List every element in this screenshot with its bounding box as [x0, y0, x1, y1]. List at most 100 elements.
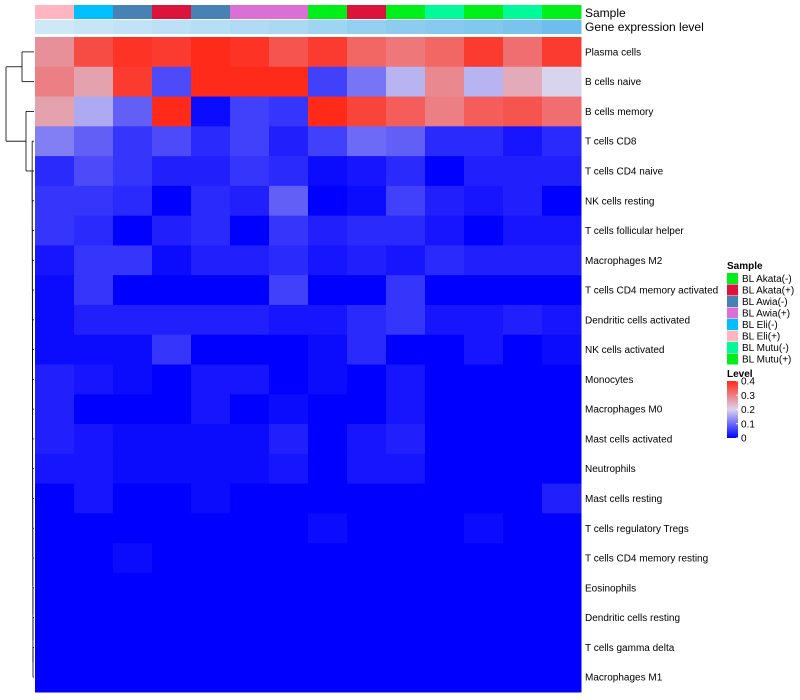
heatmap-cell: [152, 424, 192, 455]
heatmap-cell: [425, 632, 465, 663]
heatmap-cell: [425, 215, 465, 246]
heatmap-cell: [308, 185, 348, 217]
row-label: Macrophages M2: [585, 256, 663, 267]
heatmap-cell: [308, 37, 348, 68]
heatmap-cell: [230, 185, 270, 217]
heatmap-cell: [308, 632, 348, 663]
row-label: B cells memory: [585, 107, 653, 118]
heatmap-cell: [347, 185, 387, 217]
heatmap-cell: [542, 275, 582, 306]
heatmap-cell: [230, 156, 270, 187]
heatmap-cell: [542, 602, 582, 633]
heatmap-cell: [152, 543, 192, 574]
heatmap-cell: [542, 96, 582, 127]
heatmap-cell: [347, 215, 387, 246]
heatmap-cell: [269, 572, 309, 604]
heatmap-cell: [74, 96, 114, 127]
row-label: T cells CD4 memory activated: [585, 286, 718, 297]
heatmap-cell: [35, 156, 75, 187]
heatmap-cell: [230, 424, 270, 455]
heatmap-cell: [35, 185, 75, 217]
heatmap-cell: [230, 96, 270, 127]
sample-annotation-cell: [191, 5, 231, 19]
heatmap-cell: [542, 662, 582, 693]
heatmap-cell: [191, 156, 231, 187]
heatmap-cell: [542, 126, 582, 157]
heatmap-cell: [191, 185, 231, 217]
sample-legend-title: Sample: [727, 261, 763, 272]
heatmap-cell: [308, 275, 348, 306]
heatmap-cell: [152, 245, 192, 276]
heatmap-cell: [386, 632, 426, 663]
sample-legend-label: BL Akata(-): [742, 274, 792, 285]
heatmap-cell: [425, 572, 465, 604]
sample-annotation-cell: [425, 5, 465, 19]
heatmap-cell: [386, 334, 426, 365]
sample-legend-label: BL Awia(-): [742, 297, 788, 308]
heatmap-cell: [191, 304, 231, 336]
heatmap-cell: [386, 37, 426, 68]
row-label: Plasma cells: [585, 47, 641, 58]
heatmap-cell: [230, 394, 270, 425]
heatmap-cell: [191, 424, 231, 455]
heatmap-cell: [191, 394, 231, 425]
heatmap-cell: [503, 572, 543, 604]
heatmap-cell: [35, 304, 75, 336]
sample-legend-swatch: [727, 319, 738, 330]
heatmap-cell: [35, 245, 75, 276]
heatmap-cell: [152, 632, 192, 663]
heatmap-cell: [425, 424, 465, 455]
heatmap-cell: [503, 66, 543, 98]
heatmap-cell: [308, 453, 348, 485]
heatmap-cell: [347, 126, 387, 157]
heatmap-cell: [74, 156, 114, 187]
heatmap-cell: [503, 543, 543, 574]
heatmap-cell: [503, 632, 543, 663]
heatmap-cell: [347, 66, 387, 98]
heatmap-cell: [230, 453, 270, 485]
heatmap-cell: [35, 602, 75, 633]
heatmap-cell: [542, 185, 582, 217]
heatmap-cell: [191, 215, 231, 246]
heatmap-cell: [425, 156, 465, 187]
heatmap-cell: [113, 304, 153, 336]
heatmap-cell: [191, 543, 231, 574]
heatmap-cell: [35, 215, 75, 246]
heatmap-cell: [308, 602, 348, 633]
heatmap-cell: [35, 126, 75, 157]
heatmap-cell: [464, 275, 504, 306]
heatmap-cell: [152, 185, 192, 217]
heatmap-cell: [542, 364, 582, 395]
gene-expression-annotation-cell: [74, 20, 114, 34]
heatmap-cell: [191, 126, 231, 157]
heatmap-cell: [113, 364, 153, 395]
heatmap-cell: [503, 304, 543, 336]
heatmap-cell: [464, 543, 504, 574]
heatmap-cell: [152, 96, 192, 127]
heatmap-cell: [74, 245, 114, 276]
heatmap-cell: [308, 543, 348, 574]
heatmap-cell: [113, 37, 153, 68]
heatmap-cell: [74, 483, 114, 514]
sample-legend-swatch: [727, 342, 738, 353]
row-label: Mast cells resting: [585, 494, 662, 505]
row-label: Eosinophils: [585, 583, 636, 594]
heatmap-cell: [230, 215, 270, 246]
heatmap-cell: [269, 275, 309, 306]
heatmap-cell: [113, 483, 153, 514]
heatmap-cell: [269, 483, 309, 514]
heatmap-cell: [425, 304, 465, 336]
heatmap-cell: [35, 334, 75, 365]
heatmap-cell: [386, 304, 426, 336]
sample-legend-swatch: [727, 273, 738, 284]
heatmap-cell: [308, 156, 348, 187]
heatmap-cell: [230, 364, 270, 395]
heatmap-cell: [425, 96, 465, 127]
heatmap-cell: [464, 37, 504, 68]
heatmap-cell: [74, 543, 114, 574]
annotation-labels: Sample Gene expression level: [585, 6, 704, 34]
heatmap-cell: [74, 632, 114, 663]
heatmap-cell: [542, 453, 582, 485]
heatmap-cell: [347, 156, 387, 187]
heatmap-cell: [35, 632, 75, 663]
